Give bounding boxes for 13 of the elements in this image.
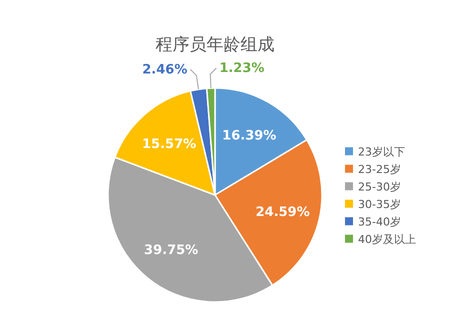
legend-label: 23-25岁	[358, 162, 401, 176]
legend-label: 25-30岁	[358, 180, 401, 194]
data-label: 1.23%	[219, 61, 264, 76]
legend-label: 40岁及以上	[358, 232, 416, 246]
data-label: 39.75%	[144, 242, 198, 258]
data-label: 15.57%	[142, 136, 196, 152]
legend-label: 23岁以下	[358, 145, 405, 158]
data-label: 24.59%	[256, 204, 310, 220]
data-label: 2.46%	[142, 62, 188, 78]
legend-label: 35-40岁	[358, 215, 401, 228]
data-label: 16.39%	[222, 128, 276, 144]
chart-title: 程序员年龄组成	[156, 35, 274, 55]
legend-label: 30-35岁	[358, 198, 401, 211]
